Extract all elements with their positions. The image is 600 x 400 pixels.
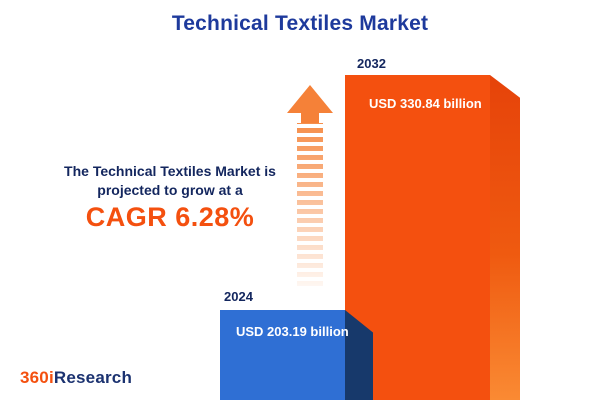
bar-2032-value-label: USD 330.84 billion xyxy=(369,96,482,111)
brand-logo: 360iResearch xyxy=(20,368,132,388)
description-block: The Technical Textiles Market is project… xyxy=(28,162,312,232)
description-line-2: projected to grow at a xyxy=(97,182,243,198)
bar-2024 xyxy=(220,310,345,400)
cagr-value: CAGR 6.28% xyxy=(85,202,255,232)
brand-logo-suffix: Research xyxy=(53,368,133,387)
description-line-1: The Technical Textiles Market is xyxy=(64,163,276,179)
brand-logo-prefix: 360i xyxy=(20,368,54,387)
bar-2032-side-face xyxy=(490,75,520,400)
bar-2024-value-label: USD 203.19 billion xyxy=(236,324,349,339)
bar-2032-year-label: 2032 xyxy=(357,56,386,71)
page-title: Technical Textiles Market xyxy=(171,12,429,35)
growth-arrow-icon xyxy=(283,83,337,293)
bar-2024-year-label: 2024 xyxy=(224,289,253,304)
